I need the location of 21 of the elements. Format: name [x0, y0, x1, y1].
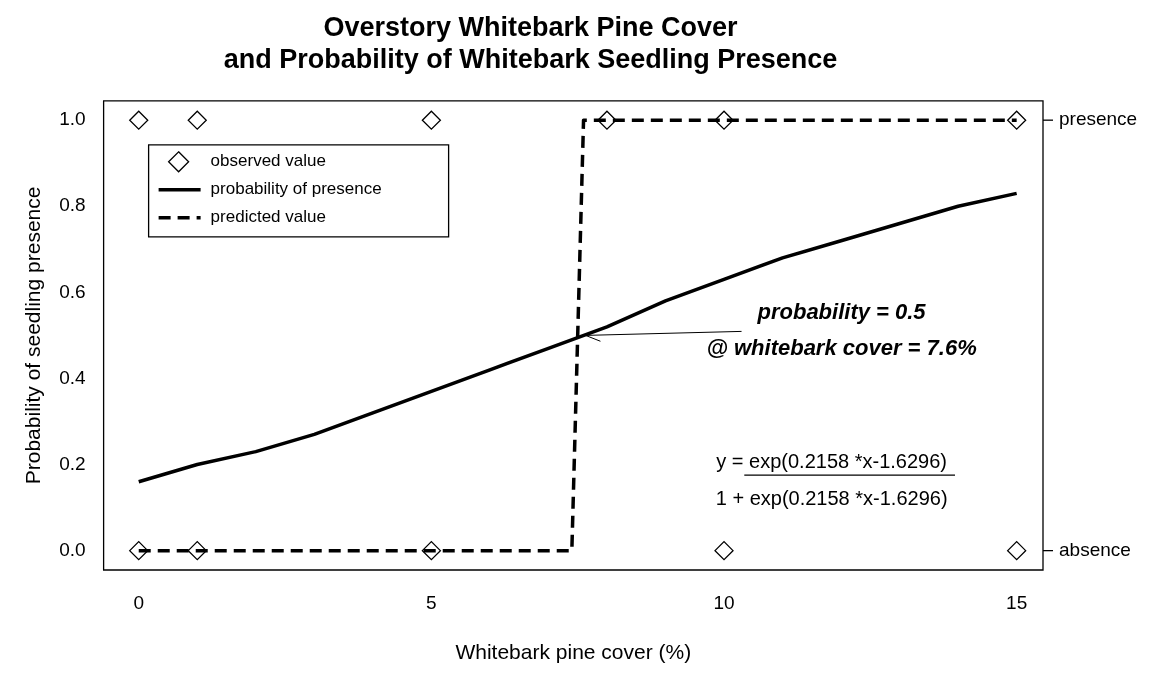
- y-tick-label: 0.4: [59, 366, 87, 388]
- annotation: probability = 0.5 @ whitebark cover = 7.6%: [706, 299, 977, 361]
- y-tick-label: 1.0: [59, 108, 86, 130]
- legend-label: predicted value: [210, 207, 326, 227]
- x-tick-label: 5: [426, 591, 437, 613]
- legend-label: probability of presence: [210, 179, 382, 199]
- x-tick-label: 0: [133, 591, 145, 613]
- annotation: y = exp(0.2158 *x-1.6296): [716, 449, 947, 472]
- y-tick-label: 0.8: [59, 194, 86, 216]
- legend-label: observed value: [210, 151, 326, 171]
- x-tick-label: 15: [1006, 591, 1028, 613]
- y-tick-label: 0.0: [59, 538, 86, 560]
- category-label: presence: [1059, 108, 1138, 130]
- chart-title: Overstory Whitebark Pine Cover and Probability of Whitebark Seedling Presence: [223, 11, 838, 75]
- y-tick-label: 0.2: [59, 452, 86, 474]
- category-label: absence: [1059, 538, 1131, 560]
- x-axis-title: Whitebark pine cover (%): [455, 640, 692, 664]
- x-tick-label: 10: [713, 591, 735, 613]
- y-tick-label: 0.6: [59, 280, 86, 302]
- y-axis-title: Probability of seedling presence: [21, 186, 45, 485]
- annotation: 1 + exp(0.2158 *x-1.6296): [715, 486, 948, 509]
